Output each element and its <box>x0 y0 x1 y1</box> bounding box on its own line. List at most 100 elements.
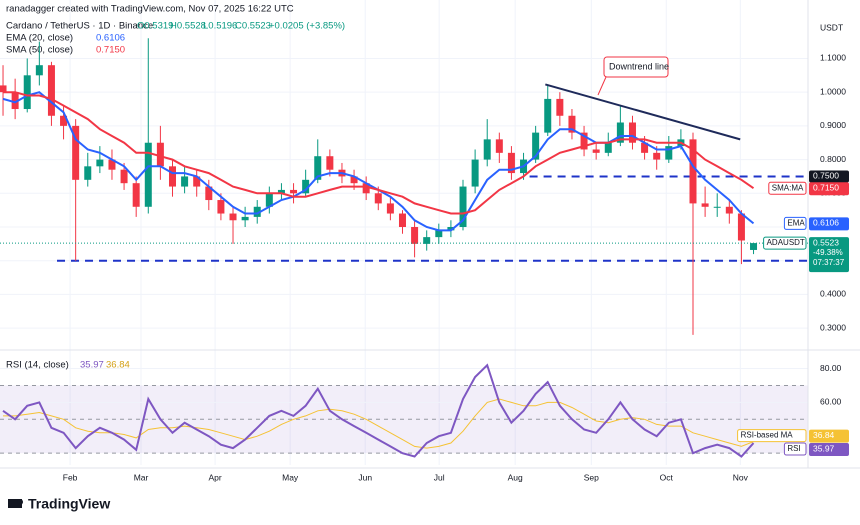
candle-body <box>241 216 249 221</box>
y-tick-label: 0.9000 <box>820 120 846 130</box>
y-tick-label: 0.4000 <box>820 289 846 299</box>
candle-body <box>120 169 128 184</box>
candle-body <box>35 65 43 76</box>
candle-body <box>193 176 201 187</box>
tag-extra: 07:37:37 <box>813 258 845 267</box>
candle-body <box>47 65 55 116</box>
candle-body <box>689 139 697 204</box>
candle-body <box>737 213 745 241</box>
x-tick-label: Mar <box>134 472 149 482</box>
tag-value-box <box>809 443 849 457</box>
candle-body <box>604 142 612 153</box>
candle-body <box>217 200 225 214</box>
candle-body <box>168 166 176 187</box>
tag-name: RSI-based MA <box>741 431 794 440</box>
plot-layer <box>0 0 808 465</box>
logo-dot <box>17 499 23 505</box>
tag-name-box <box>783 442 807 456</box>
tag-value: 0.6106 <box>813 218 839 228</box>
callout-arrow <box>597 76 607 96</box>
x-tick-label: Jul <box>434 472 445 482</box>
candle-body <box>507 152 515 174</box>
candle-body <box>713 206 721 208</box>
x-tick-label: Feb <box>63 472 78 482</box>
candle-body <box>362 183 370 194</box>
candle-body <box>314 156 322 180</box>
candle-body <box>616 122 624 143</box>
tag-value: 0.5523 <box>813 237 839 247</box>
tag-value-box <box>809 429 849 443</box>
candle-body <box>350 176 358 184</box>
ohlc-high: H0.5528 <box>170 21 206 32</box>
candle-body <box>495 139 503 153</box>
candle-body <box>96 159 104 167</box>
ema-legend: EMA (20, close) <box>6 33 73 44</box>
tag-value: 0.7150 <box>813 182 839 192</box>
candle-body <box>386 203 394 214</box>
logo-mark <box>8 499 22 508</box>
candle-body <box>132 183 140 207</box>
tag-name-box <box>737 429 807 443</box>
tag-name: RSI <box>787 444 800 453</box>
candle-body <box>653 152 661 160</box>
candle-body <box>750 243 758 250</box>
candle-body <box>23 75 31 110</box>
tag-value: 36.84 <box>813 430 835 440</box>
candle-body <box>628 122 636 143</box>
indicator-line <box>3 91 755 215</box>
tag-name: SMA:MA <box>772 183 804 192</box>
tag-name-box <box>768 181 807 195</box>
candle-body <box>144 142 152 207</box>
candle-body <box>447 227 455 231</box>
tag-value-box <box>809 237 849 273</box>
y-tick-label: 1.1000 <box>820 53 846 63</box>
symbol: Cardano / TetherUS · 1D · Binance <box>6 21 153 32</box>
tag-name-box <box>763 236 807 250</box>
rsi-legend: RSI (14, close) <box>6 360 69 371</box>
y-tick-label: 1.0000 <box>820 86 846 96</box>
candle-body <box>290 189 298 194</box>
x-tick-label: Nov <box>733 472 749 482</box>
rsi-ma-line <box>3 398 754 449</box>
candle-body <box>544 98 552 133</box>
candle-body <box>326 156 334 170</box>
y-tick-label: 80.00 <box>820 363 842 373</box>
logo: TradingView <box>8 496 110 512</box>
x-tick-label: Apr <box>208 472 221 482</box>
x-tick-label: Aug <box>508 472 523 482</box>
candle-body <box>398 213 406 228</box>
tag-value-box <box>809 217 849 231</box>
candle-body <box>483 139 491 160</box>
candle-body <box>265 193 273 207</box>
candle-body <box>0 85 7 93</box>
rsi-legend-value: 35.97 <box>80 360 104 371</box>
candle-body <box>302 179 310 194</box>
tag-name: ADAUSDT <box>767 238 805 247</box>
candle-body <box>156 142 164 167</box>
rsi-ma-legend-value: 36.84 <box>106 360 130 371</box>
ohlc-low: L0.5196 <box>203 21 237 32</box>
tag-value-box <box>809 182 849 196</box>
y-tick-label: 0.3000 <box>820 322 846 332</box>
x-tick-label: May <box>282 472 299 482</box>
x-tick-label: Jun <box>358 472 372 482</box>
level-tag-text: 0.7500 <box>813 171 839 181</box>
candle-body <box>60 115 68 126</box>
candle-body <box>532 132 540 160</box>
candle-body <box>205 186 213 201</box>
candle-body <box>580 132 588 150</box>
candle-body <box>411 227 419 244</box>
ohlc-row: O0.5319 H0.5528 L0.5196 C0.5523 +0.0205 … <box>137 21 345 32</box>
logo-text: TradingView <box>28 496 110 512</box>
candle-body <box>84 166 92 180</box>
candle-body <box>435 230 443 238</box>
candle-body <box>725 206 733 214</box>
ohlc-change: +0.0205 (+3.85%) <box>269 21 345 32</box>
rsi-line <box>2 363 755 458</box>
candle-body <box>72 125 80 180</box>
callout-box <box>603 56 669 78</box>
y-tick-label: 0.8000 <box>820 154 846 164</box>
sma-legend-value: 0.7150 <box>96 45 125 56</box>
